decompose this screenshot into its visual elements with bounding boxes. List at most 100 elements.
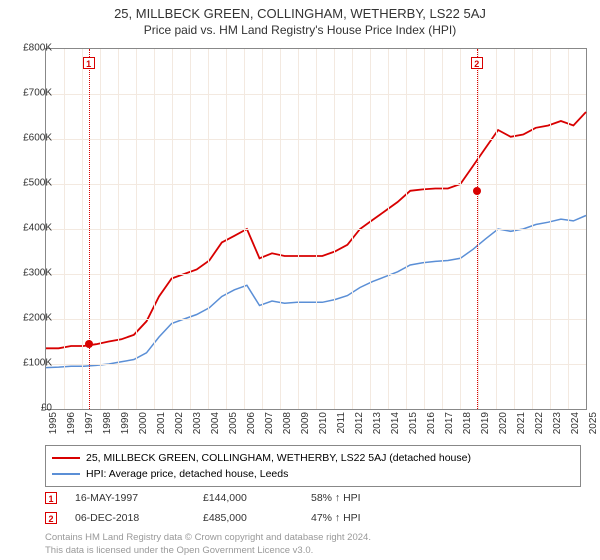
gridline-vertical xyxy=(334,49,335,409)
gridline-vertical xyxy=(64,49,65,409)
gridline-vertical xyxy=(514,49,515,409)
x-axis-label: 1996 xyxy=(66,412,77,434)
gridline-vertical xyxy=(316,49,317,409)
gridline-vertical xyxy=(532,49,533,409)
gridline-vertical xyxy=(460,49,461,409)
y-axis-label: £400K xyxy=(10,223,52,234)
y-axis-label: £300K xyxy=(10,268,52,279)
gridline-vertical xyxy=(100,49,101,409)
x-axis-label: 2022 xyxy=(534,412,545,434)
sales-price: £485,000 xyxy=(203,512,293,524)
gridline-vertical xyxy=(154,49,155,409)
legend-swatch xyxy=(52,473,80,475)
x-axis-label: 2004 xyxy=(210,412,221,434)
x-axis-label: 2005 xyxy=(228,412,239,434)
gridline-vertical xyxy=(172,49,173,409)
x-axis-label: 2015 xyxy=(408,412,419,434)
x-axis-label: 2023 xyxy=(552,412,563,434)
x-axis-label: 1995 xyxy=(48,412,59,434)
gridline-vertical xyxy=(118,49,119,409)
marker-dot xyxy=(85,340,93,348)
gridline-vertical xyxy=(406,49,407,409)
legend-item: 25, MILLBECK GREEN, COLLINGHAM, WETHERBY… xyxy=(52,450,574,466)
marker-vline xyxy=(89,49,90,409)
x-axis-label: 2020 xyxy=(498,412,509,434)
sales-table: 1 16-MAY-1997 £144,000 58% ↑ HPI 2 06-DEC-201… xyxy=(45,488,581,528)
gridline-vertical xyxy=(280,49,281,409)
footer-line-1: Contains HM Land Registry data © Crown c… xyxy=(45,532,581,545)
plot-area: 12 xyxy=(45,48,587,410)
gridline-vertical xyxy=(262,49,263,409)
gridline-vertical xyxy=(496,49,497,409)
legend-label: 25, MILLBECK GREEN, COLLINGHAM, WETHERBY… xyxy=(86,450,471,466)
chart-subtitle: Price paid vs. HM Land Registry's House … xyxy=(0,23,600,37)
gridline-vertical xyxy=(136,49,137,409)
x-axis-label: 1999 xyxy=(120,412,131,434)
gridline-vertical xyxy=(352,49,353,409)
sales-price: £144,000 xyxy=(203,492,293,504)
x-axis-label: 2021 xyxy=(516,412,527,434)
x-axis-label: 2025 xyxy=(588,412,599,434)
y-axis-label: £700K xyxy=(10,88,52,99)
gridline-vertical xyxy=(442,49,443,409)
x-axis-label: 2013 xyxy=(372,412,383,434)
sales-marker-box: 1 xyxy=(45,492,57,504)
x-axis-label: 2000 xyxy=(138,412,149,434)
sales-date: 16-MAY-1997 xyxy=(75,492,185,504)
sales-pct: 58% ↑ HPI xyxy=(311,492,401,504)
x-axis-label: 2007 xyxy=(264,412,275,434)
gridline-vertical xyxy=(226,49,227,409)
gridline-vertical xyxy=(478,49,479,409)
footer-attribution: Contains HM Land Registry data © Crown c… xyxy=(45,532,581,558)
x-axis-label: 2011 xyxy=(336,412,347,434)
sales-row: 1 16-MAY-1997 £144,000 58% ↑ HPI xyxy=(45,488,581,508)
x-axis-label: 2014 xyxy=(390,412,401,434)
chart-title: 25, MILLBECK GREEN, COLLINGHAM, WETHERBY… xyxy=(0,6,600,21)
gridline-vertical xyxy=(82,49,83,409)
footer-line-2: This data is licensed under the Open Gov… xyxy=(45,545,581,558)
x-axis-label: 2001 xyxy=(156,412,167,434)
chart-container: 25, MILLBECK GREEN, COLLINGHAM, WETHERBY… xyxy=(0,0,600,560)
sales-marker-box: 2 xyxy=(45,512,57,524)
legend-swatch xyxy=(52,457,80,459)
x-axis-label: 1998 xyxy=(102,412,113,434)
x-axis-label: 2009 xyxy=(300,412,311,434)
marker-number-box: 1 xyxy=(83,57,95,69)
x-axis-label: 2002 xyxy=(174,412,185,434)
gridline-vertical xyxy=(244,49,245,409)
x-axis-label: 2012 xyxy=(354,412,365,434)
gridline-vertical xyxy=(550,49,551,409)
y-axis-label: £600K xyxy=(10,133,52,144)
gridline-vertical xyxy=(424,49,425,409)
sales-row: 2 06-DEC-2018 £485,000 47% ↑ HPI xyxy=(45,508,581,528)
x-axis-label: 2008 xyxy=(282,412,293,434)
x-axis-label: 2010 xyxy=(318,412,329,434)
gridline-vertical xyxy=(208,49,209,409)
y-axis-label: £200K xyxy=(10,313,52,324)
x-axis-label: 2018 xyxy=(462,412,473,434)
marker-dot xyxy=(473,187,481,195)
gridline-vertical xyxy=(190,49,191,409)
marker-vline xyxy=(477,49,478,409)
y-axis-label: £100K xyxy=(10,358,52,369)
gridline-vertical xyxy=(388,49,389,409)
legend-item: HPI: Average price, detached house, Leed… xyxy=(52,466,574,482)
x-axis-label: 2017 xyxy=(444,412,455,434)
legend-box: 25, MILLBECK GREEN, COLLINGHAM, WETHERBY… xyxy=(45,445,581,487)
x-axis-label: 2006 xyxy=(246,412,257,434)
y-axis-label: £800K xyxy=(10,43,52,54)
sales-pct: 47% ↑ HPI xyxy=(311,512,401,524)
x-axis-label: 2016 xyxy=(426,412,437,434)
y-axis-label: £0 xyxy=(10,403,52,414)
x-axis-label: 2024 xyxy=(570,412,581,434)
sales-date: 06-DEC-2018 xyxy=(75,512,185,524)
x-axis-label: 2019 xyxy=(480,412,491,434)
gridline-vertical xyxy=(370,49,371,409)
x-axis-label: 2003 xyxy=(192,412,203,434)
title-area: 25, MILLBECK GREEN, COLLINGHAM, WETHERBY… xyxy=(0,0,600,37)
gridline-vertical xyxy=(298,49,299,409)
gridline-vertical xyxy=(568,49,569,409)
y-axis-label: £500K xyxy=(10,178,52,189)
marker-number-box: 2 xyxy=(471,57,483,69)
legend-label: HPI: Average price, detached house, Leed… xyxy=(86,466,288,482)
